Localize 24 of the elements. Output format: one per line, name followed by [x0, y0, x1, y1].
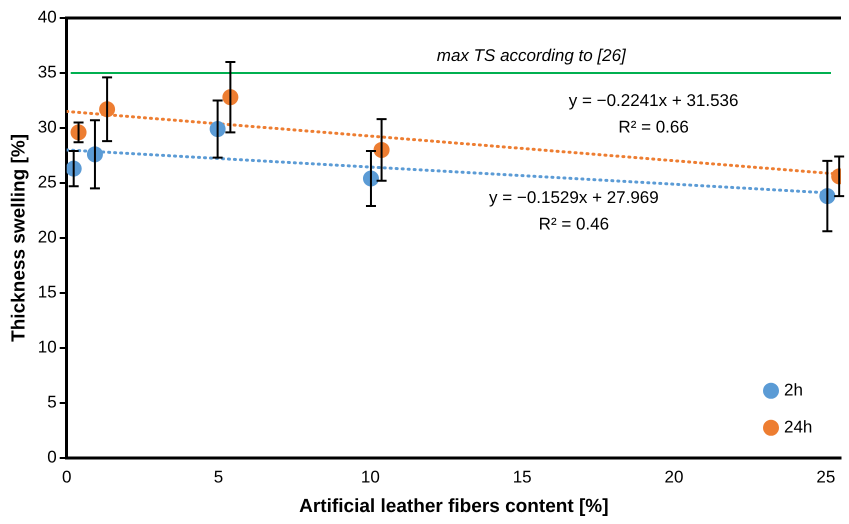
- y-axis-title: Thickness swelling [%]: [8, 134, 30, 342]
- legend-label: 2h: [784, 380, 803, 400]
- y-tick-label: 5: [47, 392, 57, 412]
- annotation: y = −0.1529x + 27.969: [489, 188, 659, 208]
- y-tick-label: 40: [38, 8, 57, 27]
- annotation: R² = 0.66: [618, 118, 689, 137]
- x-tick-label: 5: [214, 468, 224, 487]
- legend-label: 24h: [784, 417, 812, 436]
- annotation: y = −0.2241x + 31.536: [568, 91, 738, 110]
- x-tick-label: 15: [512, 468, 532, 487]
- x-tick-label: 25: [816, 468, 836, 487]
- x-tick-label: 0: [62, 468, 72, 487]
- annotation: R² = 0.46: [538, 214, 610, 234]
- y-tick-label: 25: [38, 172, 57, 192]
- x-tick-label: 20: [664, 468, 684, 487]
- y-tick-label: 15: [38, 282, 57, 302]
- ref-line-label: max TS according to [26]: [436, 46, 628, 66]
- x-axis-title: Artificial leather fibers content [%]: [299, 496, 609, 517]
- y-tick-label: 10: [38, 338, 57, 357]
- x-tick-label: 10: [360, 468, 380, 487]
- y-tick-label: 0: [47, 447, 57, 466]
- y-tick-label: 30: [38, 118, 57, 137]
- y-tick-label: 20: [38, 228, 57, 247]
- y-tick-label: 35: [38, 62, 57, 82]
